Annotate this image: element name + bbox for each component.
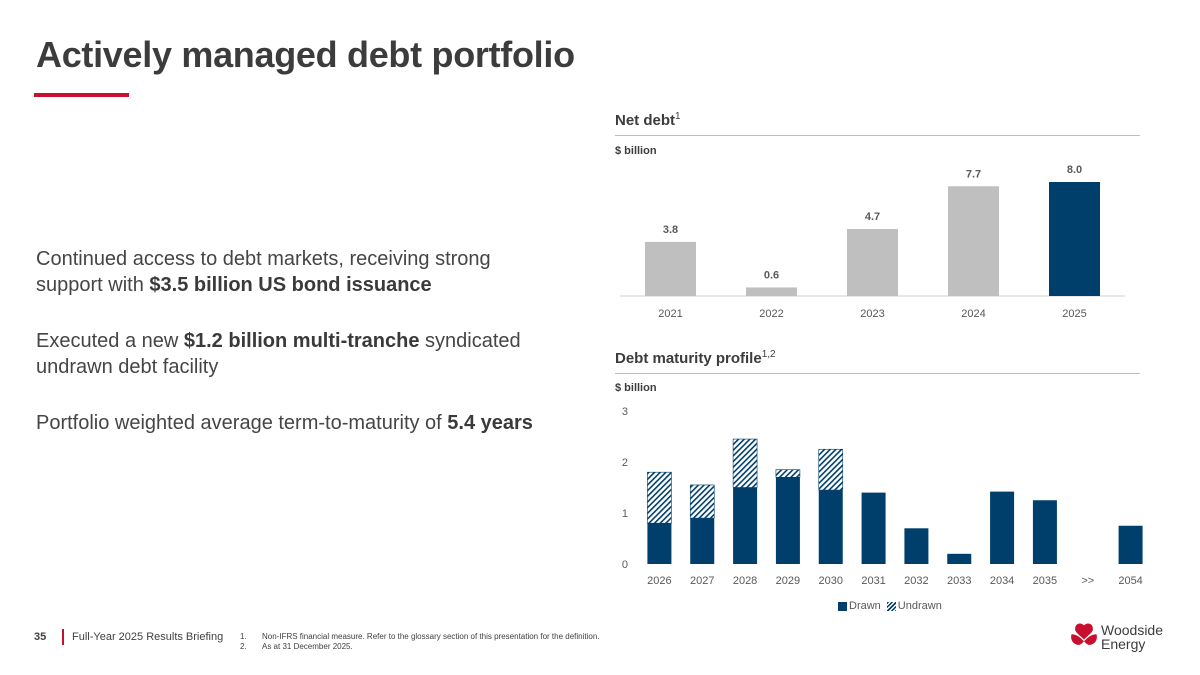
maturity-drawn-bar-2026 <box>647 523 672 564</box>
maturity-heading: Debt maturity profile1,2 <box>615 349 776 367</box>
maturity-rule <box>615 373 1140 374</box>
net-debt-rule <box>615 135 1140 136</box>
maturity-drawn-bar-2032 <box>904 528 929 564</box>
footnote-1: 1. Non-IFRS financial measure. Refer to t… <box>240 632 600 641</box>
title-underline <box>34 93 129 97</box>
net-debt-value-2021: 3.8 <box>663 224 678 236</box>
maturity-xtick-2026: 2026 <box>647 575 671 587</box>
maturity-drawn-bar-2034 <box>990 491 1015 564</box>
maturity-drawn-bar-2054 <box>1118 525 1143 564</box>
maturity-xtick-2031: 2031 <box>861 575 885 587</box>
net-debt-bar-2024 <box>948 186 999 296</box>
maturity-legend: Drawn Undrawn <box>838 600 942 612</box>
maturity-undrawn-bar-2030 <box>818 448 844 491</box>
legend-drawn: Drawn <box>838 600 881 612</box>
maturity-drawn-bar-2031 <box>861 492 886 564</box>
maturity-drawn-bar-2027 <box>690 518 715 564</box>
maturity-xtick-2029: 2029 <box>776 575 800 587</box>
footer-divider <box>62 629 64 645</box>
key-point-3: Portfolio weighted average term-to-matur… <box>36 412 533 434</box>
maturity-xtick-break: >> <box>1081 575 1094 587</box>
page-title: Actively managed debt portfolio <box>36 34 575 75</box>
maturity-drawn-bar-2029 <box>775 477 800 564</box>
maturity-undrawn-bar-2029 <box>775 469 801 478</box>
net-debt-unit: $ billion <box>615 145 657 157</box>
logo-line-2: Energy <box>1101 636 1146 652</box>
maturity-undrawn-bar-2028 <box>732 438 758 488</box>
maturity-ytick-0: 0 <box>622 559 628 571</box>
net-debt-bar-2025 <box>1049 182 1100 296</box>
maturity-drawn-bar-2035 <box>1032 500 1057 564</box>
footnotes: 1. Non-IFRS financial measure. Refer to t… <box>240 632 600 652</box>
logo-line-1: Woodside <box>1101 622 1164 638</box>
maturity-xtick-2033: 2033 <box>947 575 971 587</box>
net-debt-bar-2022 <box>746 287 797 296</box>
footnote-2: 2. As at 31 December 2025. <box>240 642 353 651</box>
legend-undrawn-swatch <box>886 601 896 611</box>
maturity-unit: $ billion <box>615 382 657 394</box>
maturity-undrawn-bar-2026 <box>647 471 672 524</box>
key-point-2: Executed a new $1.2 billion multi-tranch… <box>36 330 521 378</box>
maturity-xtick-2028: 2028 <box>733 575 757 587</box>
net-debt-xtick-2025: 2025 <box>1062 308 1086 320</box>
page-number: 35 <box>34 631 47 643</box>
net-debt-value-2024: 7.7 <box>966 168 981 180</box>
maturity-xtick-2027: 2027 <box>690 575 714 587</box>
net-debt-xtick-2022: 2022 <box>759 308 783 320</box>
net-debt-value-2025: 8.0 <box>1067 164 1082 176</box>
logo-text: Woodside Energy <box>1101 623 1163 651</box>
key-points: Continued access to debt markets, receiv… <box>36 246 556 466</box>
maturity-drawn-bar-2028 <box>733 487 758 564</box>
net-debt-heading: Net debt1 <box>615 111 681 129</box>
maturity-xtick-2054: 2054 <box>1118 575 1142 587</box>
maturity-drawn-bar-2033 <box>947 553 972 564</box>
maturity-xtick-2035: 2035 <box>1033 575 1057 587</box>
maturity-undrawn-bar-2027 <box>689 484 715 519</box>
net-debt-value-2022: 0.6 <box>764 269 779 281</box>
key-point-1: Continued access to debt markets, receiv… <box>36 248 491 296</box>
net-debt-xtick-2021: 2021 <box>658 308 682 320</box>
net-debt-xtick-2023: 2023 <box>860 308 884 320</box>
footer-title: Full-Year 2025 Results Briefing <box>72 631 224 643</box>
maturity-drawn-bar-2030 <box>818 490 843 564</box>
woodside-logo-icon <box>1071 623 1097 645</box>
maturity-ytick-3: 3 <box>622 406 628 418</box>
net-debt-bar-2023 <box>847 229 898 296</box>
maturity-ytick-1: 1 <box>622 508 628 520</box>
legend-undrawn: Undrawn <box>886 600 942 612</box>
maturity-xtick-2030: 2030 <box>819 575 843 587</box>
net-debt-bar-2021 <box>645 241 696 296</box>
maturity-xtick-2032: 2032 <box>904 575 928 587</box>
maturity-ytick-2: 2 <box>622 457 628 469</box>
legend-drawn-swatch <box>838 601 847 611</box>
net-debt-value-2023: 4.7 <box>865 211 880 223</box>
net-debt-xtick-2024: 2024 <box>961 308 985 320</box>
maturity-xtick-2034: 2034 <box>990 575 1014 587</box>
